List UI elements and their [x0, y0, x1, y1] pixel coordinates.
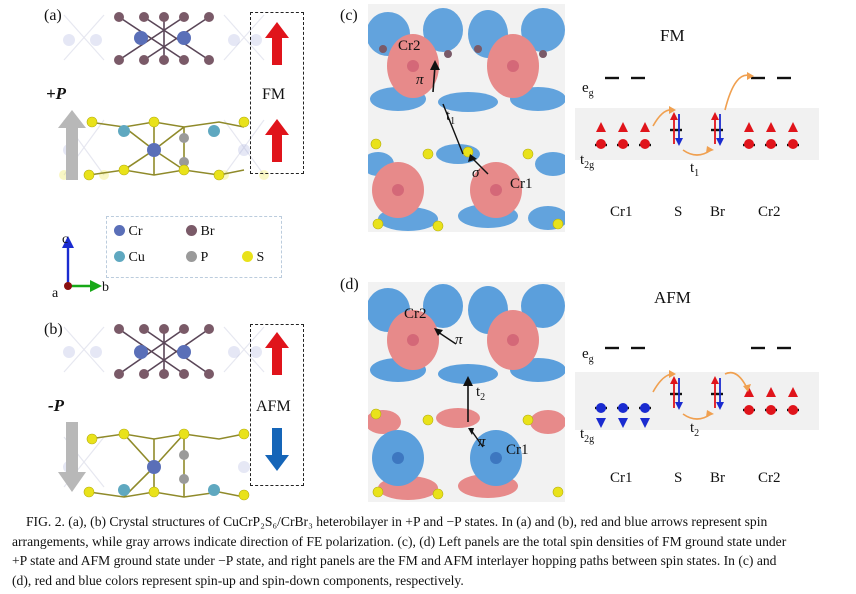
- spin-box-a: [250, 12, 304, 174]
- spin-up-arrow-icon: [265, 119, 289, 162]
- eg-label-c: eg: [582, 80, 594, 99]
- state-label-b: AFM: [256, 398, 291, 415]
- t2g-label-d: t2g: [580, 426, 595, 445]
- t-label-d: t2: [690, 420, 700, 439]
- legend-item-cu: Cu: [114, 250, 194, 266]
- column-br: Br: [710, 470, 725, 486]
- column-cr2: Cr2: [758, 470, 781, 486]
- spin-density-c: [368, 4, 565, 232]
- label-sigma-c: σ: [472, 165, 480, 181]
- column-s: S: [674, 204, 683, 220]
- label-cr1-c: Cr1: [510, 176, 533, 192]
- crystal-structure-a: [58, 12, 269, 181]
- panel-b-label: (b): [44, 321, 63, 338]
- title-c: FM: [660, 26, 685, 45]
- title-d: AFM: [654, 288, 691, 307]
- t-label-c: t1: [690, 160, 700, 179]
- column-s: S: [674, 470, 683, 486]
- legend-item-s: S: [242, 250, 292, 266]
- axis-a-label: a: [52, 286, 59, 301]
- figure-caption: FIG. 2. (a), (b) Crystal structures of C…: [12, 512, 848, 590]
- legend-item-p: P: [186, 250, 246, 266]
- polarization-arrow-up: [58, 110, 86, 180]
- crystal-structure-b: [58, 324, 265, 501]
- panel-a-label: (a): [44, 7, 62, 24]
- spin-box-b: [250, 324, 304, 486]
- state-label-a: FM: [262, 86, 286, 103]
- label-t2-d: t2: [476, 384, 486, 403]
- caption-line: +P state and AFM ground state under −P s…: [12, 553, 777, 568]
- legend-item-cr: Cr: [114, 224, 194, 240]
- caption-line: (d), red and blue colors represent spin-…: [12, 572, 464, 588]
- spin-down-arrow-icon: [265, 428, 289, 471]
- axis-b-label: b: [102, 280, 109, 295]
- column-cr2: Cr2: [758, 204, 781, 220]
- spin-arrows-a: [265, 22, 289, 162]
- legend-item-br: Br: [186, 224, 266, 240]
- label-pi-c: π: [416, 72, 424, 88]
- label-cr1-d: Cr1: [506, 442, 529, 458]
- legend: [106, 216, 282, 278]
- label-cr2-c: Cr2: [398, 38, 421, 54]
- hopping-diagram-d: [575, 346, 819, 430]
- spin-up-arrow-icon: [265, 22, 289, 65]
- axes-icon: [62, 236, 102, 292]
- panel-c-label: (c): [340, 7, 358, 24]
- caption-line: FIG. 2. (a), (b) Crystal structures of C…: [26, 514, 768, 529]
- column-cr1: Cr1: [610, 204, 633, 220]
- polarization-label-b: -P: [48, 396, 65, 415]
- caption-line: arrangements, while gray arrows indicate…: [12, 533, 787, 549]
- hopping-diagram-c: [575, 72, 819, 160]
- column-cr1: Cr1: [610, 470, 633, 486]
- polarization-arrow-down: [58, 422, 86, 492]
- spin-up-arrow-icon: [265, 332, 289, 375]
- label-cr2-d: Cr2: [404, 306, 427, 322]
- axis-c-label: c: [62, 232, 69, 247]
- column-br: Br: [710, 204, 725, 220]
- spin-arrows-b: [265, 332, 289, 471]
- label-pi-bottom-d: π: [478, 434, 486, 450]
- label-t1-c: t1: [446, 108, 456, 127]
- polarization-label-a: +P: [46, 84, 67, 103]
- spin-density-d: [368, 282, 565, 502]
- columns-c: Cr1 S Br Cr2: [575, 204, 825, 228]
- panel-d-label: (d): [340, 276, 359, 293]
- t2g-label-c: t2g: [580, 152, 595, 171]
- eg-label-d: eg: [582, 346, 594, 365]
- label-pi-top-d: π: [455, 332, 463, 348]
- columns-d: Cr1 S Br Cr2: [575, 470, 825, 494]
